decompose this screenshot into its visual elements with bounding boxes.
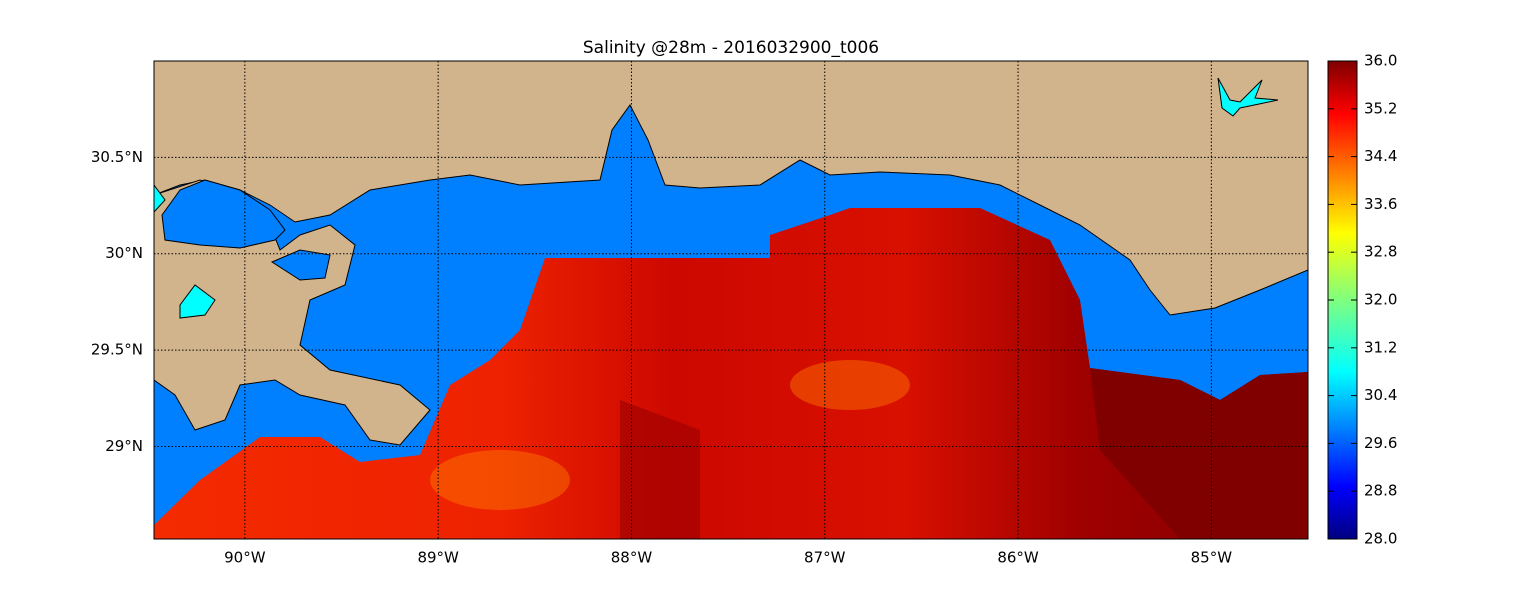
colorbar-tick-label: 28.8 xyxy=(1364,482,1397,500)
x-tick-label: 88°W xyxy=(611,549,653,567)
lake xyxy=(270,249,331,281)
y-tick-label: 29°N xyxy=(105,437,143,455)
colorbar-tick-label: 31.2 xyxy=(1364,338,1397,356)
lake xyxy=(161,179,286,249)
y-tick-label: 29.5°N xyxy=(91,341,143,359)
lake xyxy=(179,284,216,319)
colorbar-tick-label: 30.4 xyxy=(1364,386,1397,404)
x-tick-label: 85°W xyxy=(1191,549,1233,567)
salinity-shade xyxy=(430,450,570,510)
x-tick-label: 87°W xyxy=(804,549,846,567)
colorbar-tick-label: 29.6 xyxy=(1364,434,1397,452)
salinity-shade xyxy=(1090,368,1308,539)
chart-title: Salinity @28m - 2016032900_t006 xyxy=(583,38,879,58)
x-tick-label: 86°W xyxy=(997,549,1039,567)
colorbar-tick-label: 32.8 xyxy=(1364,243,1397,261)
lake xyxy=(154,184,166,213)
salinity-shade xyxy=(620,400,700,539)
y-tick-label: 30°N xyxy=(105,244,143,262)
lake xyxy=(1217,77,1279,117)
map-area xyxy=(154,61,1308,539)
land xyxy=(154,61,1308,316)
colorbar-tick-label: 28.0 xyxy=(1364,530,1397,548)
colorbar-tick-label: 32.0 xyxy=(1364,291,1397,309)
colorbar-tick-label: 35.2 xyxy=(1364,99,1397,117)
x-tick-label: 90°W xyxy=(224,549,266,567)
plot-frame xyxy=(153,60,1309,540)
y-tick-label: 30.5°N xyxy=(91,148,143,166)
colorbar-tick-label: 36.0 xyxy=(1364,52,1397,70)
salinity-shade xyxy=(790,360,910,410)
colorbar-tick-label: 33.6 xyxy=(1364,195,1397,213)
colorbar-tick-label: 34.4 xyxy=(1364,147,1397,165)
x-tick-label: 89°W xyxy=(417,549,459,567)
salinity-field xyxy=(154,208,1308,539)
